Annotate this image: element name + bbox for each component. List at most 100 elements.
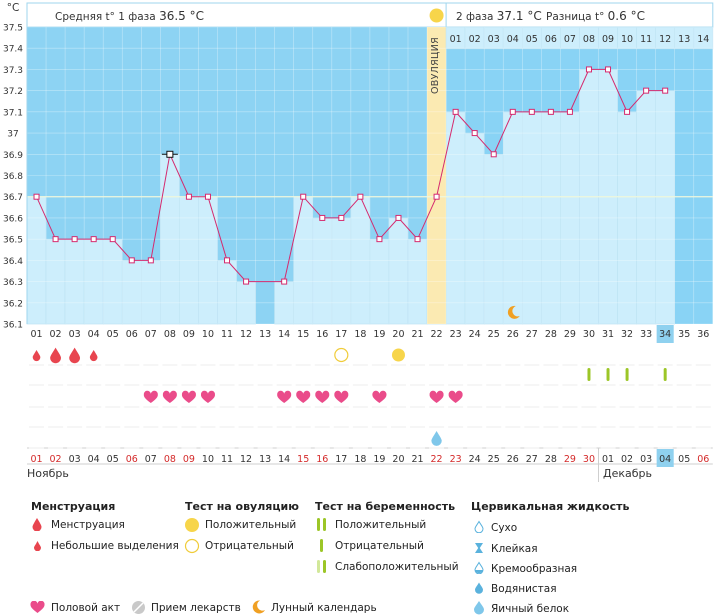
heart-icon — [143, 390, 158, 403]
temp-bar-34 — [655, 90, 676, 325]
phase2-day-label: 06 — [545, 34, 557, 45]
calendar-date-label: 25 — [488, 454, 500, 465]
month-november: Ноябрь — [27, 467, 69, 480]
temperature-line — [33, 66, 669, 319]
phase2-day-label: 13 — [678, 34, 690, 45]
temp-point-06 — [128, 257, 135, 264]
cycle-day-label: 35 — [678, 329, 690, 340]
phase2-day-label: 01 — [450, 34, 462, 45]
temp-point-14 — [281, 278, 288, 285]
temp-bar-07 — [141, 260, 161, 325]
heart-icon — [200, 390, 216, 403]
temp-point-15 — [300, 193, 307, 200]
header-box — [26, 2, 714, 28]
menstruation-drop-icon — [89, 350, 98, 362]
calendar-date-label: 12 — [240, 454, 252, 465]
diff-label: Разница t° — [546, 11, 605, 23]
temp-bar-24 — [464, 132, 485, 325]
ovulation-sun-icon — [429, 8, 444, 23]
calendar-date-label: 11 — [221, 454, 233, 465]
cycle-day-label: 16 — [316, 329, 328, 340]
y-tick-label: 36.5 — [3, 236, 23, 246]
calendar-date-label: 18 — [354, 454, 366, 465]
temp-bar-06 — [121, 260, 142, 325]
heart-icon — [162, 390, 177, 403]
temp-point-16 — [319, 214, 326, 221]
phase2-day-label: 08 — [583, 34, 595, 45]
calendar-date-label: 03 — [640, 454, 652, 465]
menstruation-drop-icon — [32, 350, 41, 362]
temp-point-25 — [490, 151, 497, 158]
cycle-day-label: 29 — [564, 329, 576, 340]
temp-point-12 — [243, 278, 250, 285]
cycle-day-label: 11 — [221, 329, 233, 340]
pregnancy-test-icon — [606, 368, 610, 381]
cycle-day-label: 18 — [354, 329, 366, 340]
temp-point-20 — [395, 214, 402, 221]
phase2-value: 37.1 °C — [496, 9, 542, 23]
temp-point-17 — [338, 214, 345, 221]
cycle-day-label: 13 — [259, 329, 271, 340]
cycle-day-label: 24 — [469, 329, 481, 340]
heart-icon — [429, 390, 444, 403]
cycle-day-label: 27 — [526, 329, 538, 340]
y-axis-unit: °C — [7, 2, 20, 14]
cycle-day-label: 21 — [411, 329, 423, 340]
phase2-day-label: 09 — [602, 34, 614, 45]
calendar-date-label: 02 — [621, 454, 633, 465]
calendar-date-label: 01 — [602, 454, 614, 465]
pregnancy-test-icon — [625, 368, 629, 381]
phase2-label: 2 фаза — [456, 11, 494, 23]
cycle-day-label: 14 — [278, 329, 290, 340]
temp-point-22 — [433, 193, 440, 200]
cycle-day-label: 32 — [621, 329, 633, 340]
phase2-day-label: 03 — [488, 34, 500, 45]
phase2-day-label: 04 — [507, 34, 519, 45]
egg-white-drop-icon — [431, 430, 442, 446]
temp-point-34 — [662, 87, 669, 94]
y-tick-label: 36.7 — [3, 193, 23, 203]
cycle-day-label: 28 — [545, 329, 557, 340]
temp-point-02 — [52, 236, 59, 243]
y-tick-label: 36.4 — [3, 257, 23, 267]
temp-point-11 — [224, 257, 231, 264]
temperature-bars — [26, 27, 676, 325]
temp-bar-33 — [636, 90, 656, 325]
cycle-day-label: 33 — [640, 329, 652, 340]
calendar-date-label: 05 — [678, 454, 690, 465]
heart-icon — [334, 390, 349, 403]
ovulation-column — [427, 27, 447, 324]
cycle-day-label: 07 — [145, 329, 157, 340]
cycle-day-label: 05 — [107, 329, 119, 340]
current-day-highlight — [656, 325, 674, 343]
calendar-date-label: 02 — [50, 454, 62, 465]
temp-point-33 — [643, 87, 650, 94]
temp-point-30 — [585, 66, 592, 73]
ovulation-test-positive-icon — [391, 348, 405, 362]
temp-point-23 — [452, 108, 459, 115]
y-tick-label: 36.6 — [3, 214, 23, 224]
temp-point-31 — [605, 66, 612, 73]
month-december: Декабрь — [603, 467, 652, 480]
cycle-day-label: 31 — [602, 329, 614, 340]
cycle-day-label: 34 — [659, 329, 671, 340]
heart-icon — [296, 390, 311, 403]
temp-point-05 — [109, 236, 116, 243]
calendar-date-label: 07 — [145, 454, 157, 465]
calendar-date-label: 30 — [583, 454, 595, 465]
temp-point-18 — [357, 193, 364, 200]
y-tick-label: 37.5 — [3, 24, 23, 34]
calendar-date-label: 23 — [450, 454, 462, 465]
calendar-date-label: 01 — [30, 454, 42, 465]
calendar-date-label: 16 — [316, 454, 328, 465]
moon-icon — [507, 305, 520, 319]
y-tick-label: 37.3 — [3, 66, 23, 76]
cycle-day-label: 10 — [202, 329, 214, 340]
pregnancy-test-icon — [587, 368, 591, 381]
calendar-date-label: 17 — [335, 454, 347, 465]
cycle-day-label: 19 — [373, 329, 385, 340]
phase2-day-label: 05 — [526, 34, 538, 45]
calendar-date-label: 10 — [202, 454, 214, 465]
calendar-date-label: 06 — [126, 454, 138, 465]
